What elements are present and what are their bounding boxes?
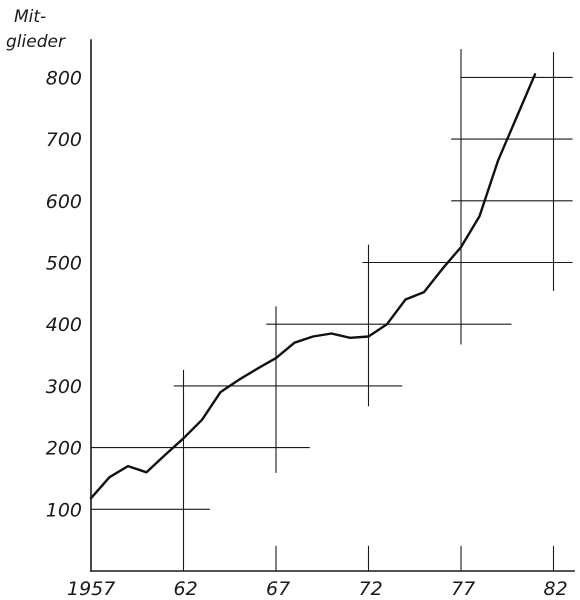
x-tick-label-1967: 67 [266,578,290,600]
y-tick-label-100: 100 [46,499,82,521]
y-tick-label-400: 400 [46,314,82,336]
y-axis-label-line-2: glieder [6,32,66,52]
x-tick-labels: 1957 62 67 72 77 82 [67,578,568,600]
x-tick-label-1977: 77 [451,578,475,600]
x-tick-label-1962: 62 [174,578,198,600]
grid-lines [90,49,573,572]
y-axis-label-line-1: Mit- [14,7,46,27]
y-tick-label-600: 600 [46,191,82,213]
y-tick-labels: 100 200 300 400 500 600 700 800 [46,67,82,521]
axes [90,39,575,572]
y-tick-label-300: 300 [46,376,82,398]
x-tick-label-1957: 1957 [67,578,115,600]
y-tick-label-800: 800 [46,67,82,89]
y-tick-label-200: 200 [46,438,82,460]
y-tick-label-500: 500 [46,253,82,275]
y-tick-label-700: 700 [46,129,82,151]
series-line-0 [89,73,537,500]
x-tick-label-1982: 82 [544,578,568,600]
x-tick-label-1972: 72 [359,578,383,600]
series [89,73,537,500]
